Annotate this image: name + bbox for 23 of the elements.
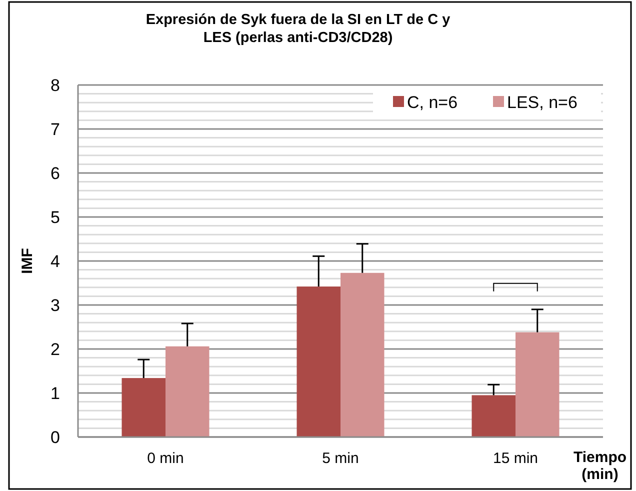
y-tick-label: 7 [50,120,60,139]
y-axis-title: IMF [19,248,36,274]
bar [166,346,210,437]
y-tick-label: 1 [50,384,60,403]
bar [122,378,166,437]
y-tick-label: 8 [50,76,60,95]
y-tick-label: 4 [50,252,60,271]
bar [472,395,516,437]
x-tick-label: 15 min [492,450,538,467]
bar [340,272,384,437]
y-tick-label: 5 [50,208,60,227]
chart-title: Expresión de Syk fuera de la SI en LT de C y LES (perlas anti-CD3/CD28) [146,12,450,46]
bar [516,332,560,437]
legend-label: LES, n=6 [507,92,578,112]
y-tick-label: 2 [50,340,60,359]
y-tick-label: 6 [50,164,60,183]
y-tick-label: 3 [50,296,60,315]
x-axis-title: Tiempo (min) [573,449,627,483]
legend-label: C, n=6 [407,92,458,112]
x-tick-label: 5 min [322,450,359,467]
bar [296,286,340,437]
x-tick-label: 0 min [147,450,184,467]
y-tick-label: 0 [50,428,60,447]
